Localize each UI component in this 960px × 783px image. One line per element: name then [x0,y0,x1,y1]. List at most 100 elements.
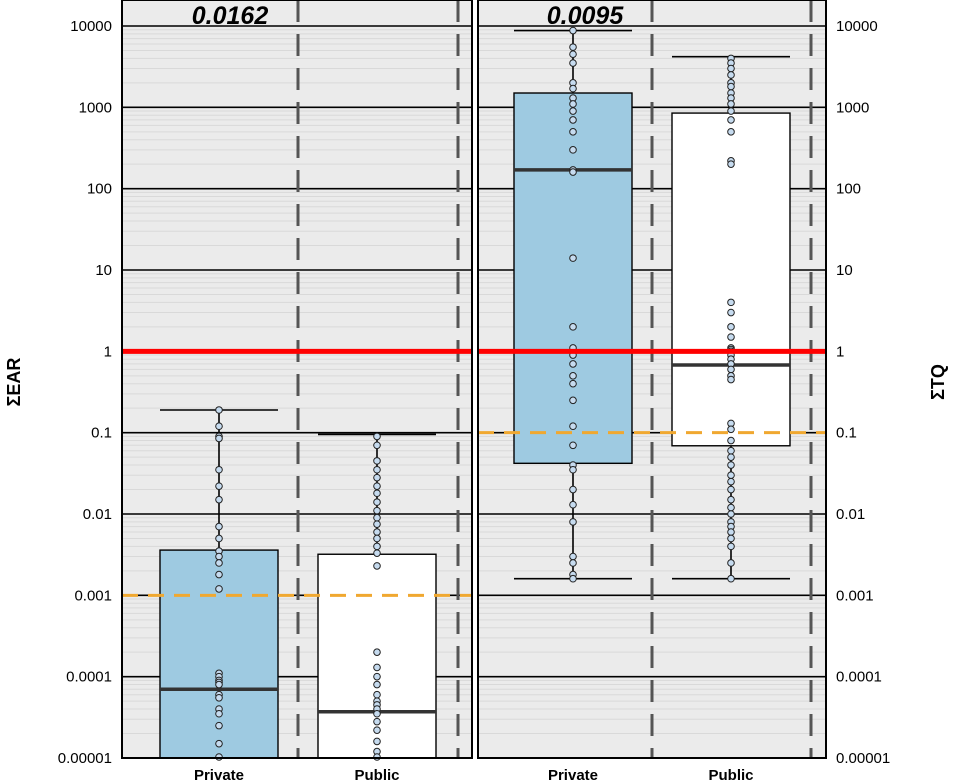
data-point [569,26,577,35]
data-point [373,506,381,515]
boxes [159,29,791,759]
data-point [569,574,577,583]
data-point [727,495,735,504]
data-point [373,498,381,506]
data-point [569,323,577,331]
data-point [373,680,381,689]
data-point [727,477,735,486]
left-axis-label: ΣEAR [4,358,24,407]
data-point [215,552,223,561]
data-point [373,432,381,441]
data-point [569,146,577,154]
data-point [727,323,735,331]
data-point [373,513,381,522]
data-point [727,574,735,583]
data-point [569,396,577,405]
panel-frame [477,0,827,759]
data-point [373,473,381,482]
panel-frames [121,0,827,759]
category-label: Private [194,767,244,783]
data-point [569,100,577,108]
data-point [727,128,735,136]
data-point [215,721,223,730]
data-point [727,510,735,518]
left-tick-label: 0.001 [74,587,112,604]
data-point [569,485,577,494]
data-point [215,422,223,431]
data-point [569,360,577,368]
data-point [727,160,735,168]
data-point [569,128,577,136]
data-point [215,570,223,579]
data-point [569,500,577,509]
data-point [373,726,381,734]
data-point [727,461,735,469]
left-tick-label: 1 [104,343,112,360]
data-point [373,717,381,726]
right-tick-label: 100 [836,181,861,198]
data-points [215,26,735,761]
data-point [373,648,381,656]
box-public [671,112,791,447]
data-point [373,482,381,490]
data-point [569,254,577,262]
panel-titles: 0.0162 0.0095 [192,2,625,30]
data-point [727,534,735,543]
data-point [727,375,735,384]
data-point [569,559,577,567]
data-point [373,457,381,465]
data-point [215,495,223,504]
data-point [373,709,381,718]
data-point [569,84,577,93]
left-tick-label: 0.01 [83,506,112,523]
data-point [373,562,381,570]
left-tick-label: 100 [87,181,112,198]
data-point [373,489,381,498]
data-point [569,422,577,431]
right-tick-label: 0.0001 [836,669,882,686]
category-divider-lines [296,0,813,758]
left-tick-label: 0.00001 [58,750,112,767]
data-point [373,528,381,536]
data-point [569,43,577,51]
data-point [215,559,223,567]
right-tick-label: 0.01 [836,506,865,523]
data-point [215,693,223,702]
data-point [373,663,381,672]
data-point [569,552,577,561]
right-tick-label: 0.00001 [836,750,890,767]
data-point [727,559,735,567]
tick-labels: 0.00001 0.00001 0.0001 0.0001 0.001 0.001 0.01… [58,18,890,767]
data-point [373,690,381,699]
right-tick-label: 10 [836,262,853,279]
data-point [215,680,223,689]
data-point [727,503,735,512]
category-labels: Private Public Private Public [194,767,754,783]
data-point [569,116,577,124]
data-point [727,485,735,494]
right-tick-label: 0.1 [836,425,857,442]
category-label: Private [548,767,598,783]
data-point [569,50,577,59]
panel-title: 0.0095 [547,2,625,30]
data-point [727,471,735,479]
left-tick-label: 10000 [70,18,112,35]
data-point [373,534,381,543]
category-label: Public [708,767,753,783]
data-point [215,522,223,531]
data-point [373,441,381,450]
data-point [373,465,381,474]
data-point [215,406,223,414]
panel-title: 0.0162 [192,2,269,30]
reference-lines [122,348,826,597]
data-point [727,308,735,317]
data-point [727,298,735,307]
data-point [569,168,577,176]
data-point [373,549,381,557]
data-point [727,453,735,461]
category-label: Public [354,767,399,783]
left-tick-label: 0.0001 [66,669,112,686]
data-point [373,520,381,528]
data-point [215,465,223,474]
